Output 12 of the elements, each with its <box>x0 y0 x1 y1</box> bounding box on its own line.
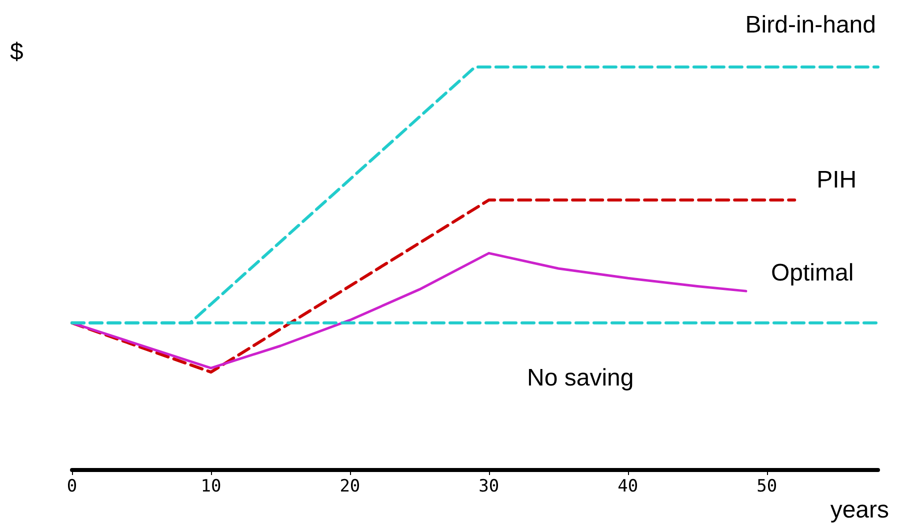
series-label: No saving <box>527 364 634 392</box>
x-tick-label: 0 <box>66 476 78 496</box>
x-tick-label: 50 <box>756 476 778 496</box>
y-axis-title: $ <box>10 38 24 66</box>
series-label: Bird-in-hand <box>745 12 876 38</box>
series-label: PIH <box>816 166 857 194</box>
x-tick-label: 40 <box>618 476 638 496</box>
x-tick-label: 10 <box>200 476 222 496</box>
series-label: Optimal <box>770 260 854 287</box>
x-axis-title: years <box>830 496 889 524</box>
x-tick-label: 30 <box>478 476 500 496</box>
x-tick-label: 20 <box>340 476 360 496</box>
